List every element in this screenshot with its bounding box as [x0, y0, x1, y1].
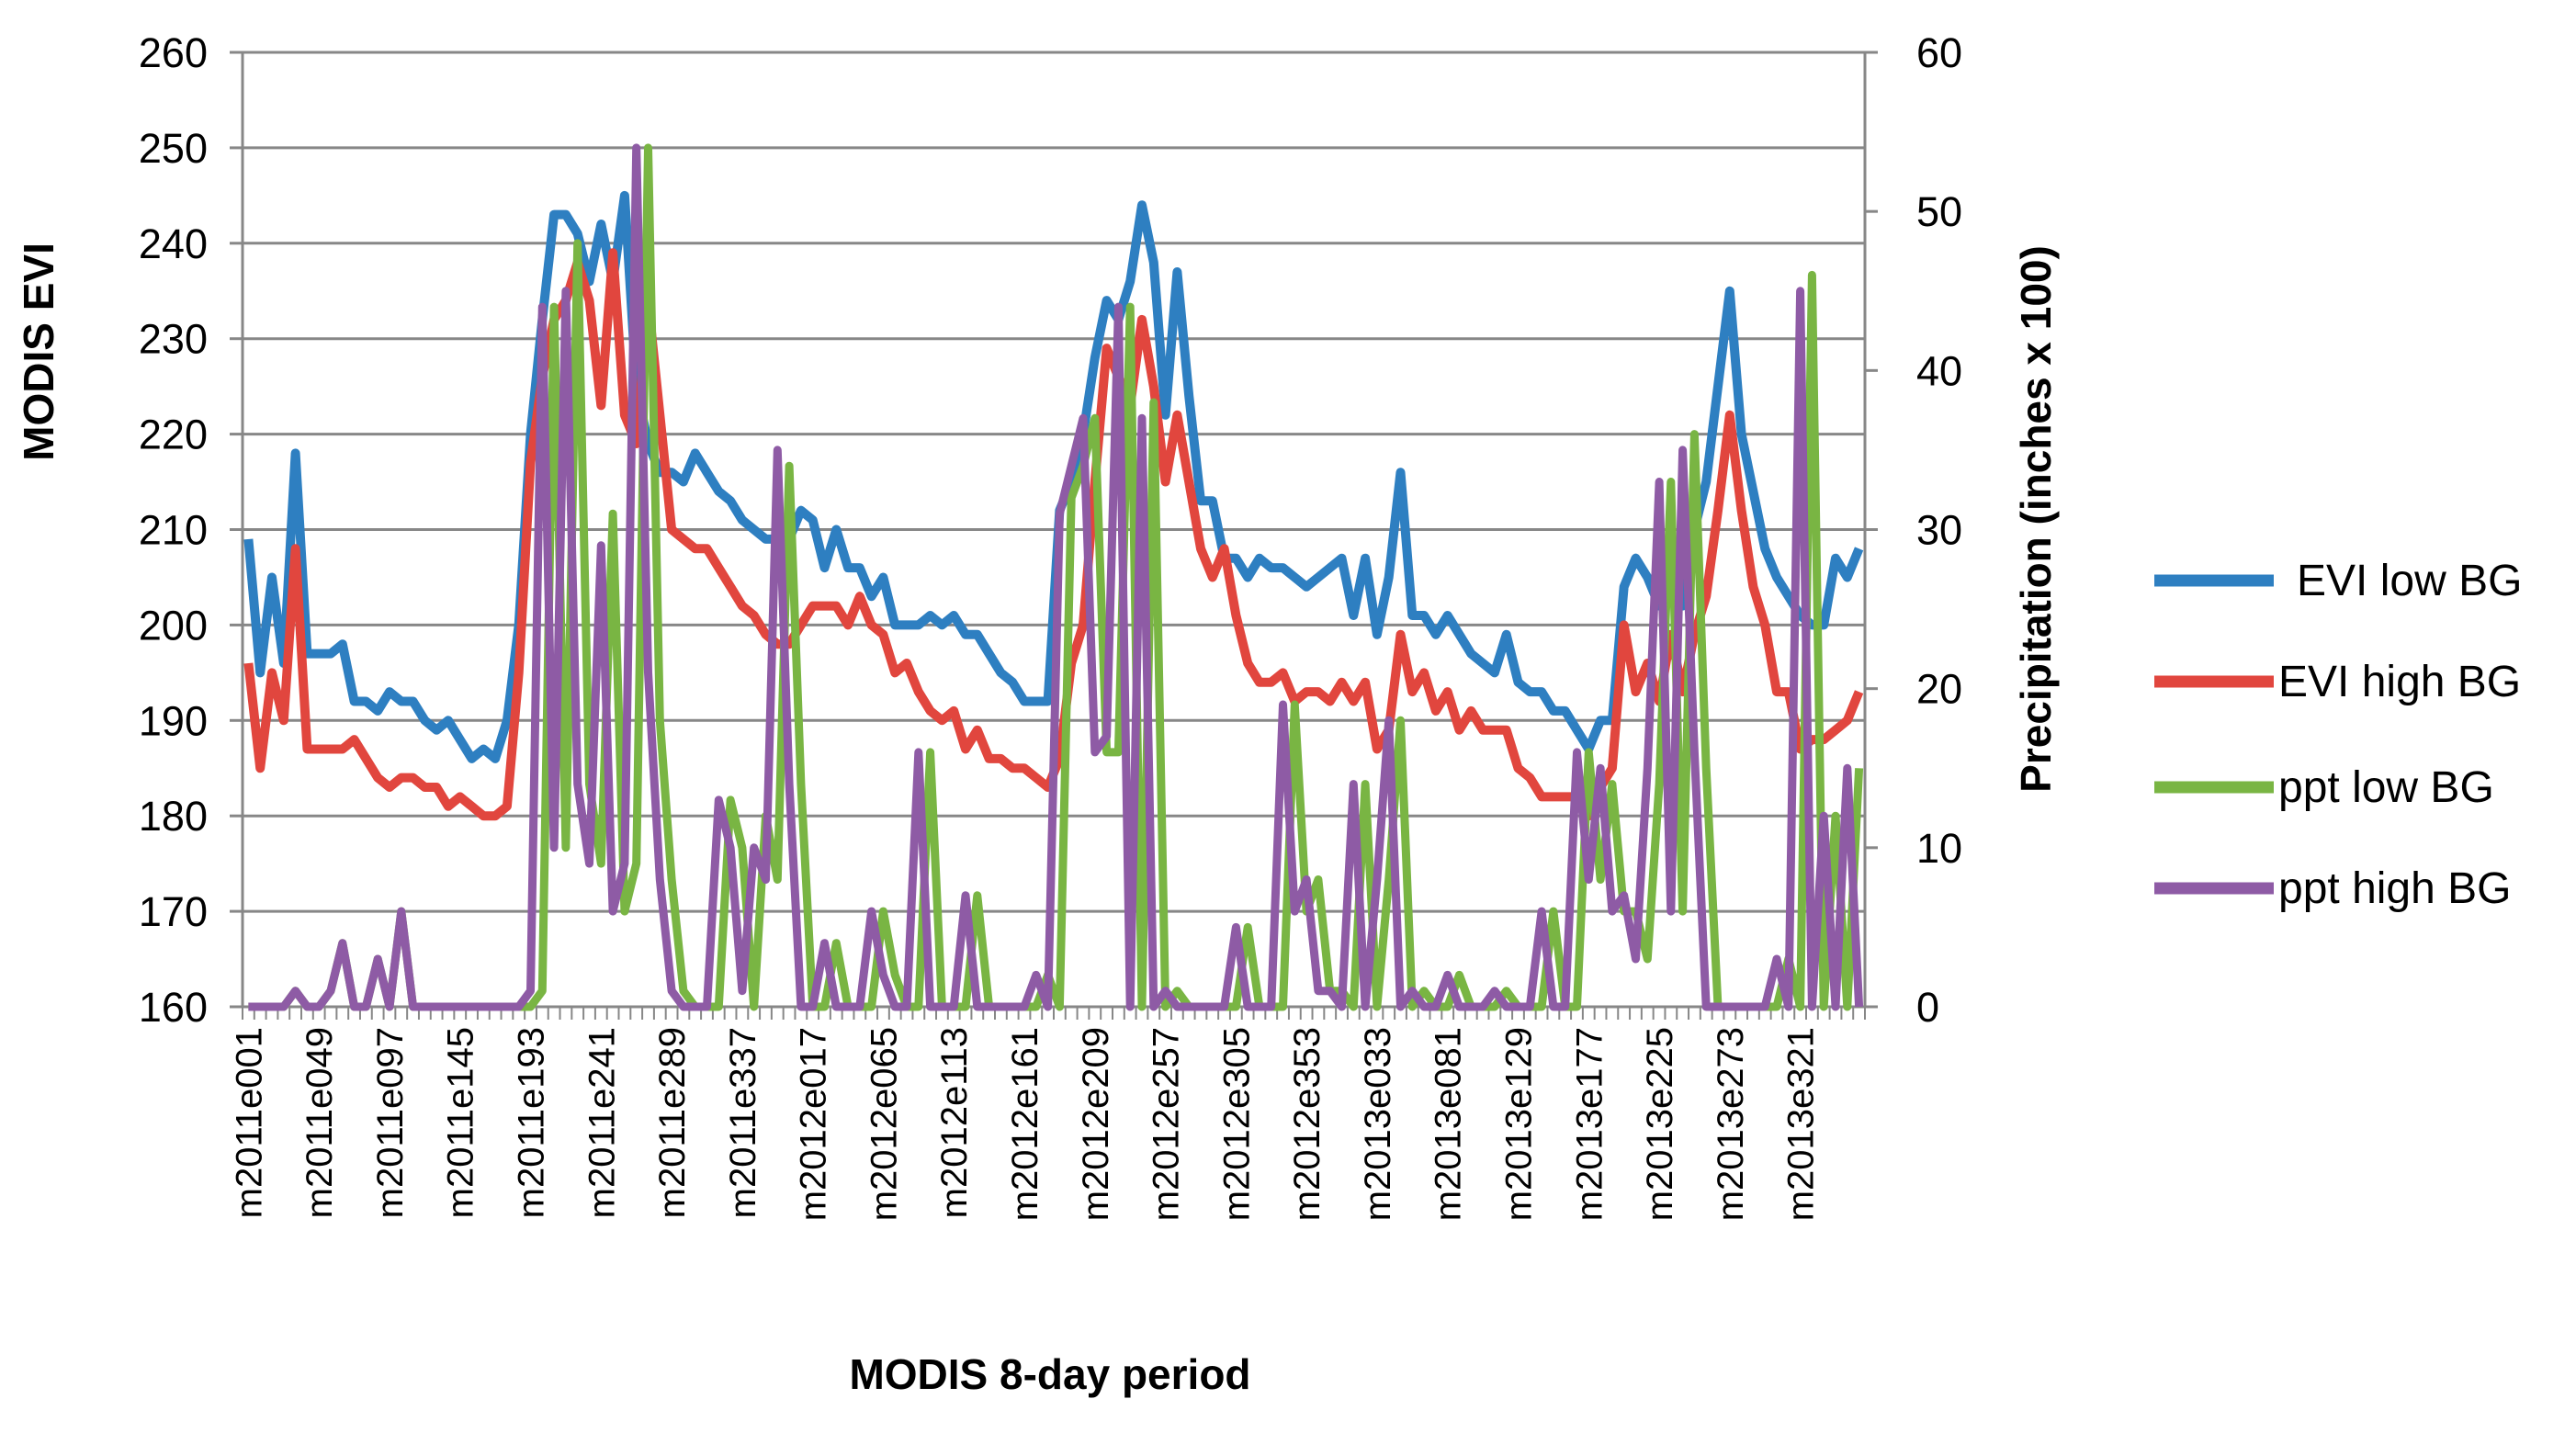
x-tick-label: m2011e289 — [652, 1027, 693, 1218]
x-axis-title: MODIS 8-day period — [849, 1350, 1250, 1398]
x-tick-label: m2013e081 — [1429, 1027, 1469, 1221]
legend: EVI low BG EVI high BG ppt low BG ppt hi… — [2154, 557, 2522, 913]
y-tick-label: 160 — [139, 984, 208, 1031]
x-tick-label: m2012e257 — [1147, 1027, 1187, 1221]
x-tick-label: m2011e001 — [229, 1027, 269, 1218]
legend-item-ppt-low-bg: ppt low BG — [2154, 763, 2494, 812]
y2-tick-label: 0 — [1916, 984, 1939, 1031]
legend-item-evi-low-bg: EVI low BG — [2154, 557, 2522, 605]
y-tick-label: 200 — [139, 602, 208, 649]
x-tick-label: m2012e065 — [864, 1027, 904, 1221]
right-y-tick-labels: 0 10 20 30 40 50 60 — [1916, 29, 1962, 1031]
y-tick-label: 170 — [139, 888, 208, 935]
y2-tick-label: 30 — [1916, 507, 1962, 554]
series-lines — [243, 143, 1864, 1011]
x-tick-label: m2012e305 — [1216, 1027, 1257, 1221]
y-tick-label: 250 — [139, 125, 208, 172]
y2-tick-label: 10 — [1916, 825, 1962, 872]
legend-item-ppt-high-bg: ppt high BG — [2154, 864, 2512, 913]
x-tick-label: m2011e337 — [723, 1027, 763, 1218]
y-tick-label: 180 — [139, 793, 208, 840]
y2-tick-label: 50 — [1916, 188, 1962, 235]
y-tick-label: 260 — [139, 29, 208, 76]
x-tick-label: m2013e225 — [1640, 1027, 1680, 1221]
y-tick-label: 230 — [139, 316, 208, 363]
y2-tick-label: 20 — [1916, 666, 1962, 713]
series-line-ppt-high-bg — [248, 143, 1864, 1011]
y-tick-label: 240 — [139, 220, 208, 267]
x-tick-label: m2012e161 — [1005, 1027, 1045, 1221]
x-tick-label: m2012e017 — [794, 1027, 834, 1221]
x-tick-label: m2012e209 — [1076, 1027, 1116, 1221]
y-tick-label: 190 — [139, 697, 208, 744]
y2-tick-label: 40 — [1916, 347, 1962, 394]
x-tick-label: m2012e113 — [934, 1027, 975, 1218]
x-tick-label: m2013e129 — [1498, 1027, 1539, 1221]
legend-label: EVI high BG — [2278, 658, 2521, 706]
x-tick-labels: m2011e001 m2011e049 m2011e097 m2011e145 m201… — [229, 1027, 1821, 1221]
y-tick-label: 220 — [139, 412, 208, 458]
x-tick-label: m2013e273 — [1711, 1027, 1751, 1221]
x-tick-label: m2012e353 — [1287, 1027, 1328, 1221]
x-tick-label: m2011e241 — [582, 1027, 622, 1218]
y2-axis-title: Precipitation (inches x 100) — [2012, 245, 2060, 793]
legend-item-evi-high-bg: EVI high BG — [2154, 658, 2521, 706]
x-tick-label: m2011e145 — [441, 1027, 481, 1218]
x-tick-label: m2013e321 — [1781, 1027, 1822, 1221]
legend-label: ppt high BG — [2278, 864, 2512, 913]
legend-label: ppt low BG — [2278, 763, 2494, 812]
x-tick-label: m2011e193 — [512, 1027, 552, 1218]
x-tick-label: m2013e177 — [1569, 1027, 1610, 1221]
x-tick-label: m2013e033 — [1358, 1027, 1398, 1221]
y-axis-title: MODIS EVI — [15, 243, 62, 461]
legend-label: EVI low BG — [2297, 557, 2522, 605]
x-tick-label: m2011e049 — [299, 1027, 340, 1218]
y2-tick-label: 60 — [1916, 29, 1962, 76]
y-tick-label: 210 — [139, 507, 208, 554]
x-tick-label: m2011e097 — [370, 1027, 411, 1218]
left-y-tick-labels: 160 170 180 190 200 210 220 230 240 250 260 — [139, 29, 208, 1031]
